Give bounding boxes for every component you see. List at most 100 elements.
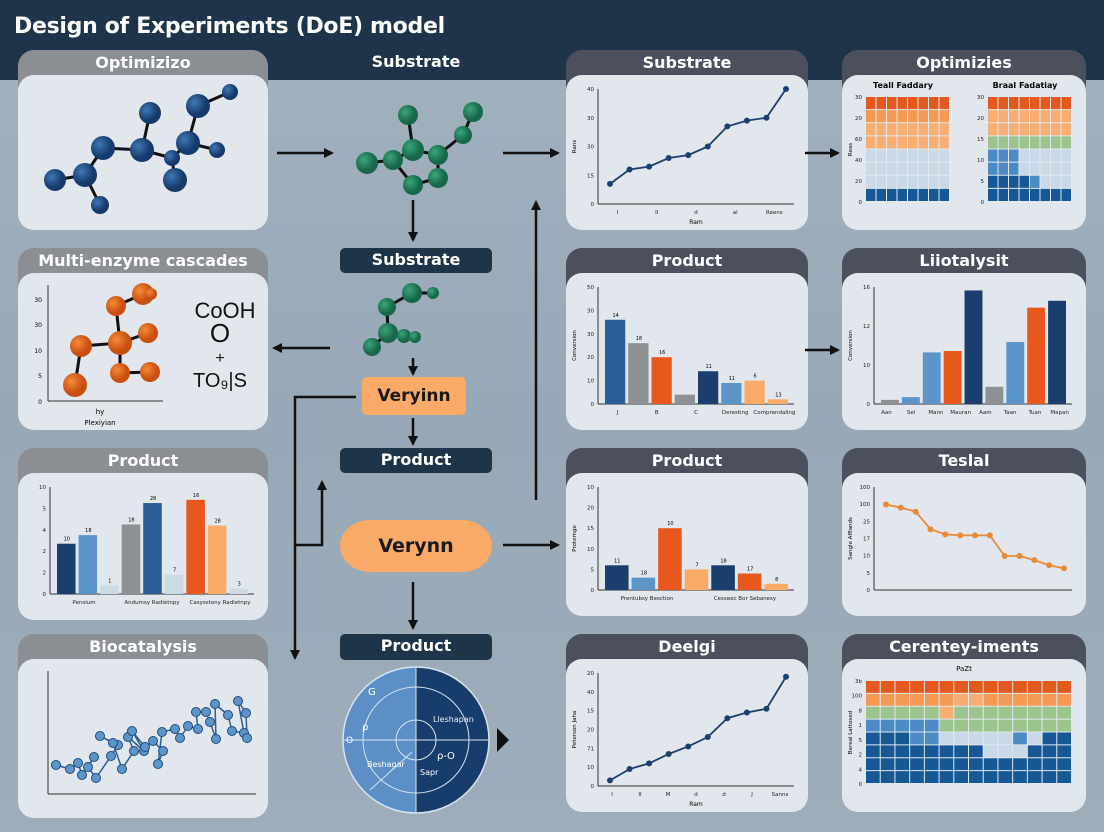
x-tick-label: Mapan bbox=[1050, 410, 1069, 416]
heatmap-cell bbox=[897, 123, 907, 136]
heatmap-cell bbox=[1051, 149, 1061, 162]
bar-label: 10 bbox=[64, 537, 70, 543]
x-tick-label: Comprendaling bbox=[753, 410, 795, 416]
x-tick-label: Reens bbox=[766, 210, 783, 216]
bar-label: 18 bbox=[636, 336, 642, 342]
y-tick-label: 100 bbox=[860, 485, 871, 491]
atom bbox=[383, 150, 403, 170]
y-tick-label: 100 bbox=[860, 502, 871, 508]
heatmap-cell bbox=[954, 758, 968, 771]
bar bbox=[674, 394, 695, 404]
bond bbox=[406, 114, 415, 151]
heatmap-cell bbox=[983, 706, 998, 719]
substrate-pill[interactable]: Substrate bbox=[340, 248, 492, 273]
heatmap-cell bbox=[1019, 123, 1029, 136]
heatmap-cell bbox=[924, 732, 939, 745]
node bbox=[210, 699, 220, 709]
heatmap-cell bbox=[939, 149, 949, 162]
atom bbox=[427, 287, 439, 299]
x-tick-label: Taan bbox=[1003, 410, 1017, 416]
bar bbox=[881, 399, 899, 404]
panel-body: 0 10 12 16 Conversion Aan Sel Mann Mauran Aam Taan… bbox=[842, 273, 1086, 430]
heatmap-cell bbox=[1027, 771, 1042, 783]
circle-label: O bbox=[346, 736, 353, 746]
node bbox=[89, 752, 99, 762]
y-tick-label: 20 bbox=[855, 116, 862, 122]
node bbox=[106, 751, 116, 761]
product-pill-1[interactable]: Product bbox=[340, 448, 492, 473]
heatmap-cell bbox=[1040, 175, 1050, 188]
heatmap-cell bbox=[924, 719, 939, 732]
veryinn-box[interactable]: Veryinn bbox=[362, 377, 466, 415]
bar bbox=[1048, 300, 1066, 404]
x-tick-label: al bbox=[733, 210, 738, 216]
heatmap-cell bbox=[918, 110, 928, 123]
y-tick-label: 0 bbox=[591, 202, 595, 208]
heatmap-cell bbox=[866, 175, 876, 188]
heatmap-cell bbox=[924, 745, 939, 758]
panel-body: 0 15 30 30 40 Rans Ram I II d al Reens bbox=[566, 75, 808, 230]
node bbox=[211, 734, 221, 744]
panel-deelgi: Deelgi 0 10 71 20 15 40 20 Peterson Jaha Ram I II M… bbox=[566, 634, 808, 812]
heatmap-cell bbox=[998, 693, 1013, 706]
heatmap-cell bbox=[998, 162, 1008, 175]
panel-body: 0 10 20 30 30 50 Conversion J B C Deresting Compren… bbox=[566, 273, 808, 430]
panel-body: 0 2 2 4 5 10 Pensium Andumsy Radietnpy Casysston… bbox=[18, 473, 268, 620]
heatmap-cell bbox=[954, 706, 968, 719]
heatmap-subtitle: PaZt bbox=[956, 665, 972, 673]
heatmap-cell bbox=[983, 732, 998, 745]
series-line bbox=[609, 676, 787, 782]
bar bbox=[651, 357, 672, 404]
y-tick-label: 2 bbox=[43, 571, 47, 577]
circle-label: Lleshapan bbox=[433, 715, 474, 724]
x-axis-label: Ram bbox=[689, 219, 703, 226]
y-tick-label: 5 bbox=[43, 506, 47, 512]
node bbox=[175, 733, 185, 743]
product-pill-2[interactable]: Product bbox=[340, 634, 492, 660]
heatmap-cell bbox=[988, 175, 998, 188]
heatmap-cell bbox=[1061, 162, 1071, 175]
heatmap-cell bbox=[1019, 110, 1029, 123]
bar-label: 14 bbox=[612, 313, 618, 319]
heatmap-cell bbox=[866, 110, 876, 123]
heatmap-cell bbox=[897, 136, 907, 149]
bar-label: 7 bbox=[695, 562, 698, 568]
data-point bbox=[763, 114, 770, 121]
verynn-blob[interactable]: Verynn bbox=[340, 520, 492, 572]
heatmap-cell bbox=[929, 188, 939, 201]
y-tick-label: 30 bbox=[977, 95, 984, 101]
heatmap-cell bbox=[1057, 681, 1071, 693]
heatmap-cell bbox=[1051, 162, 1061, 175]
heatmap-cell bbox=[988, 188, 998, 201]
panel-product-lower: Product 0 5 10 15 20 10 Protemge Prentubsy Besc… bbox=[566, 448, 808, 616]
y-tick-label: 40 bbox=[587, 690, 594, 696]
heatmap-cell bbox=[1057, 758, 1071, 771]
heatmap-cell bbox=[1061, 123, 1071, 136]
bond bbox=[214, 703, 217, 740]
y-tick-label: 2 bbox=[43, 549, 47, 555]
bond bbox=[412, 176, 439, 187]
heatmap-cell bbox=[1019, 175, 1029, 188]
bond bbox=[387, 331, 405, 338]
y-tick-label: 60 bbox=[855, 137, 862, 143]
data-point bbox=[665, 155, 672, 161]
atom bbox=[409, 331, 421, 343]
heatmap-cell bbox=[880, 681, 895, 693]
atom bbox=[428, 145, 448, 165]
panel-biocatalysis: Biocatalysis bbox=[18, 634, 268, 818]
y-tick-label: 10 bbox=[863, 554, 870, 560]
y-tick-label: 5 bbox=[859, 738, 863, 744]
node bbox=[157, 727, 167, 737]
node bbox=[148, 736, 158, 746]
y-tick-label: 0 bbox=[867, 402, 871, 408]
bar bbox=[143, 503, 162, 594]
y-tick-label: 4 bbox=[43, 528, 47, 534]
bond bbox=[385, 306, 390, 334]
heatmap-cell bbox=[954, 719, 968, 732]
heatmap-cell bbox=[895, 706, 910, 719]
heatmap-cell bbox=[866, 732, 880, 745]
x-tick-label: d bbox=[694, 210, 698, 216]
heatmap-cell bbox=[908, 123, 918, 136]
data-point bbox=[1016, 553, 1023, 560]
